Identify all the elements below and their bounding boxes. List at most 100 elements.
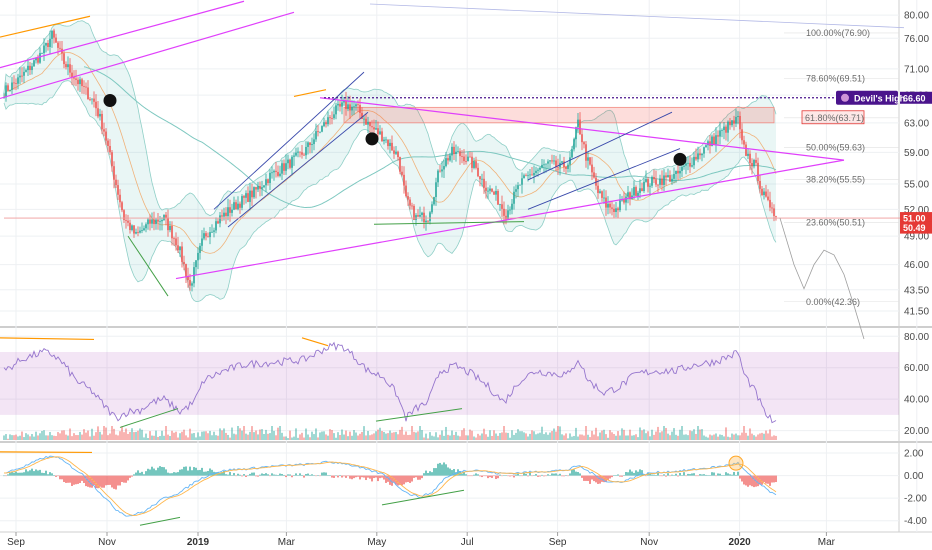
macd-histogram-bar <box>235 475 237 477</box>
macd-histogram-bar <box>117 475 119 486</box>
candle-body <box>223 212 225 217</box>
macd-histogram-bar <box>523 472 525 476</box>
volume-bar <box>83 429 85 440</box>
candle-body <box>505 215 507 220</box>
volume-bar <box>755 436 757 440</box>
macd-histogram-bar <box>521 475 523 477</box>
macd-histogram-bar <box>733 471 735 476</box>
candle-body <box>99 113 101 117</box>
candle-body <box>735 116 737 124</box>
volume-bar <box>375 431 377 440</box>
volume-bar <box>187 437 189 440</box>
macd-histogram-bar <box>639 469 641 476</box>
volume-bar <box>603 429 605 440</box>
candle-body <box>141 230 143 231</box>
volume-bar <box>479 435 481 440</box>
candle-body <box>455 151 457 154</box>
volume-bar <box>203 431 205 440</box>
candle-body <box>321 126 323 132</box>
candle-body <box>647 179 649 187</box>
candle-body <box>595 177 597 186</box>
macd-histogram-bar <box>119 475 121 486</box>
candle-body <box>737 115 739 117</box>
macd-histogram-bar <box>545 475 547 477</box>
candle-body <box>291 156 293 168</box>
devils-high-label: Devil's High <box>854 93 905 103</box>
candle-body <box>537 169 539 171</box>
volume-bar <box>481 433 483 440</box>
macd-histogram-bar <box>553 473 555 476</box>
macd-histogram-bar <box>583 475 585 481</box>
macd-histogram-bar <box>133 474 135 476</box>
macd-histogram-bar <box>177 472 179 476</box>
candle-body <box>81 79 83 87</box>
macd-histogram-bar <box>21 472 23 476</box>
candle-body <box>403 174 405 186</box>
candle-body <box>11 82 13 91</box>
candle-body <box>523 175 525 179</box>
volume-bar <box>653 434 655 440</box>
macd-histogram-bar <box>585 475 587 481</box>
candle-body <box>587 157 589 161</box>
candle-body <box>287 159 289 164</box>
price-divergence-green <box>127 235 169 297</box>
macd-histogram-bar <box>775 475 777 483</box>
volume-bar <box>379 427 381 440</box>
volume-bar <box>349 431 351 440</box>
volume-bar <box>757 434 759 440</box>
macd-histogram-bar <box>337 475 339 478</box>
candle-body <box>339 103 341 107</box>
candle-body <box>135 232 137 234</box>
volume-bar <box>47 435 49 440</box>
candle-body <box>687 162 689 164</box>
macd-histogram-bar <box>53 475 55 476</box>
candle-body <box>85 86 87 88</box>
volume-bar <box>291 437 293 440</box>
macd-histogram-bar <box>103 475 105 488</box>
volume-bar <box>397 434 399 440</box>
macd-histogram-bar <box>295 473 297 476</box>
macd-histogram-bar <box>101 475 103 488</box>
macd-histogram-bar <box>737 471 739 476</box>
macd-histogram-bar <box>139 472 141 476</box>
macd-histogram-bar <box>361 475 363 478</box>
candle-body <box>125 219 127 221</box>
macd-histogram-bar <box>625 472 627 476</box>
volume-bar <box>469 429 471 440</box>
macd-histogram-bar <box>321 472 323 476</box>
volume-bar <box>561 434 563 440</box>
candle-body <box>319 131 321 133</box>
candle-body <box>669 175 671 182</box>
volume-bar <box>703 435 705 440</box>
volume-bar <box>559 426 561 440</box>
volume-bar <box>405 431 407 440</box>
volume-bar <box>593 434 595 440</box>
candle-body <box>619 200 621 211</box>
volume-bar <box>511 430 513 440</box>
candle-body <box>33 60 35 67</box>
fib-level-label: 38.20%(55.55) <box>806 175 865 185</box>
macd-histogram-bar <box>245 475 247 477</box>
volume-bar <box>365 435 367 440</box>
macd-histogram-bar <box>655 475 657 476</box>
macd-histogram-bar <box>255 475 257 477</box>
candle-body <box>379 131 381 135</box>
candle-body <box>241 196 243 208</box>
macd-histogram-bar <box>719 473 721 476</box>
candle-body <box>71 72 73 78</box>
candle-body <box>679 170 681 174</box>
volume-bar <box>179 433 181 440</box>
volume-bar <box>431 435 433 440</box>
candle-body <box>681 166 683 171</box>
macd-histogram-bar <box>675 473 677 476</box>
candle-body <box>189 280 191 286</box>
volume-bar <box>497 435 499 440</box>
macd-histogram-bar <box>409 475 411 483</box>
volume-bar <box>519 431 521 440</box>
macd-histogram-bar <box>85 475 87 487</box>
candle-body <box>663 175 665 185</box>
candle-body <box>763 191 765 196</box>
candle-body <box>493 191 495 195</box>
candle-body <box>591 164 593 173</box>
candle-body <box>465 161 467 163</box>
